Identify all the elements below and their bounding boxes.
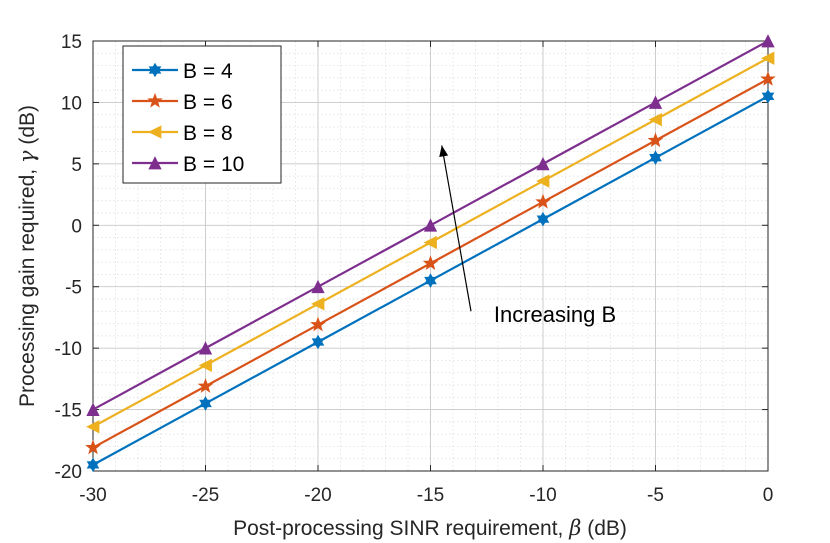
y-tick-label: -20 <box>55 462 82 483</box>
x-tick-label: -20 <box>304 485 331 506</box>
legend-item: B = 8 <box>132 122 233 145</box>
data-point <box>423 235 437 250</box>
marker-part <box>148 66 162 78</box>
x-tick-label: -25 <box>192 485 219 506</box>
annotation-label: Increasing B <box>494 302 616 327</box>
y-tick-label: 15 <box>61 32 82 53</box>
data-point <box>761 51 775 65</box>
y-tick-label: 10 <box>61 93 82 114</box>
data-point <box>85 439 101 455</box>
data-point <box>424 273 437 288</box>
data-point <box>761 34 775 48</box>
series-1 <box>86 88 775 473</box>
legend-marker <box>147 92 163 108</box>
legend-item: B = 10 <box>132 153 244 176</box>
y-tick-label: -15 <box>55 401 82 422</box>
legend-label: B = 4 <box>183 60 233 83</box>
data-point <box>760 70 776 86</box>
data-point <box>310 316 326 332</box>
x-axis-label: Post-processing SINR requirement, β (dB) <box>233 516 627 540</box>
series-4 <box>86 34 775 416</box>
y-axis-label: Processing gain required, γ (dB) <box>15 105 39 407</box>
y-tick-labels: -20 -15 -10 -5 0 5 10 15 <box>55 32 82 483</box>
data-point <box>86 457 100 473</box>
x-tick-label: -10 <box>529 485 556 506</box>
series-layer <box>85 34 776 473</box>
marker-part <box>536 215 550 227</box>
marker-part <box>649 154 662 166</box>
legend: B = 4 B = 6 B = 8 B = 10 <box>122 45 282 184</box>
legend-label: B = 6 <box>183 91 233 114</box>
data-point <box>535 193 551 209</box>
series-3 <box>86 51 775 434</box>
y-tick-label: -10 <box>55 339 82 360</box>
x-tick-label: -30 <box>79 485 106 506</box>
data-point <box>198 358 212 372</box>
x-tick-label: -5 <box>647 485 664 506</box>
data-point <box>647 132 664 148</box>
x-tick-label: 0 <box>763 485 774 506</box>
series-2 <box>85 70 776 455</box>
legend-label: B = 10 <box>183 153 244 176</box>
annotation: Increasing B <box>439 145 616 327</box>
legend-marker <box>148 62 162 78</box>
y-tick-label: 5 <box>71 155 82 176</box>
data-point <box>311 334 325 350</box>
data-point <box>199 396 212 411</box>
y-tick-label: -5 <box>65 278 82 299</box>
data-point <box>536 211 550 227</box>
data-point <box>86 420 100 434</box>
legend-marker <box>148 156 162 170</box>
data-point <box>536 174 550 188</box>
legend-item: B = 4 <box>132 60 233 83</box>
legend-label: B = 8 <box>183 122 233 145</box>
legend-marker <box>148 125 162 139</box>
data-point <box>648 95 663 109</box>
marker-part <box>199 399 212 411</box>
x-tick-labels: -30 -25 -20 -15 -10 -5 0 <box>79 485 773 506</box>
data-point <box>197 378 214 393</box>
data-point <box>649 150 662 166</box>
legend-box <box>122 45 282 184</box>
annotation-arrowhead <box>439 145 449 158</box>
marker-part <box>424 276 437 288</box>
data-point <box>423 218 438 232</box>
y-tick-label: 0 <box>71 216 82 237</box>
marker-part <box>761 92 775 104</box>
legend-item: B = 6 <box>132 91 233 114</box>
marker-part <box>86 461 100 473</box>
data-point <box>311 279 325 294</box>
data-point <box>198 341 213 355</box>
x-tick-label: -15 <box>417 485 444 506</box>
annotation-arrow-shaft <box>441 145 472 312</box>
data-point <box>422 255 439 270</box>
marker-part <box>311 338 325 350</box>
data-point <box>648 112 662 127</box>
data-point <box>761 88 775 104</box>
data-point <box>311 297 325 311</box>
data-point <box>536 156 550 171</box>
data-point <box>86 402 100 416</box>
